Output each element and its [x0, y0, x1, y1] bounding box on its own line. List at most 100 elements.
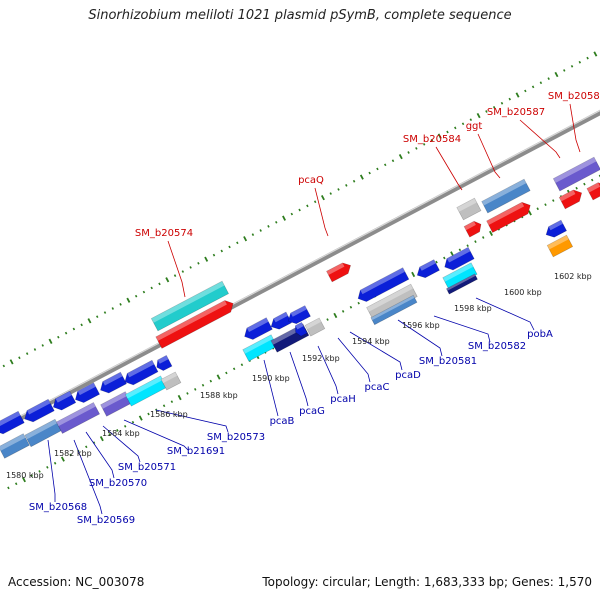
leader-line — [289, 351, 309, 407]
major-tick — [177, 394, 182, 401]
kbp-label: 1596 kbp — [402, 321, 440, 330]
gene-grey-rev — [160, 371, 182, 391]
minor-tick — [69, 453, 72, 457]
minor-tick — [228, 245, 231, 249]
minor-tick — [508, 97, 511, 101]
minor-tick — [259, 229, 262, 232]
minor-tick — [290, 212, 294, 216]
minor-tick — [552, 199, 555, 202]
gene-sm-b20582-shade — [366, 284, 414, 312]
minor-tick — [485, 110, 488, 113]
gene-pobA-c-shade — [446, 273, 476, 291]
gene-label: SM_b20582 — [468, 341, 526, 352]
minor-tick — [197, 261, 200, 265]
minor-tick — [170, 400, 174, 404]
gene-sm-b20574 — [155, 300, 234, 349]
minor-tick — [454, 126, 457, 130]
leader-line — [317, 345, 339, 395]
gene-label: SM_b20581 — [419, 356, 477, 367]
minor-tick — [376, 167, 379, 171]
gene-sm-b20570-a-shade — [55, 391, 72, 403]
gene-label: pobA — [527, 329, 553, 340]
minor-tick — [33, 348, 37, 351]
gene-pobA-b-shade — [442, 262, 474, 282]
gene-blue-596-shade — [419, 259, 436, 271]
gene-ggt-shade — [486, 202, 525, 225]
gene-grey-rev-shade — [161, 372, 178, 384]
major-tick — [489, 230, 493, 237]
leader-line — [349, 331, 403, 371]
gene-blue-small — [156, 354, 173, 371]
gene-aqua-rev-shade — [125, 375, 163, 399]
minor-tick — [407, 151, 410, 154]
minor-tick — [306, 204, 309, 208]
gene-pcaq — [326, 262, 351, 283]
minor-tick — [492, 106, 496, 109]
minor-tick — [570, 64, 574, 68]
minor-tick — [46, 465, 49, 469]
major-tick — [216, 374, 221, 380]
minor-tick — [142, 290, 146, 294]
minor-tick — [189, 266, 192, 269]
minor-tick — [391, 159, 395, 163]
leader-line — [475, 297, 535, 331]
leader-line — [155, 409, 229, 433]
minor-tick — [103, 311, 107, 314]
major-tick — [333, 312, 338, 319]
minor-tick — [384, 163, 387, 167]
minor-tick — [232, 367, 236, 371]
minor-tick — [2, 364, 6, 368]
gene-label: pcaC — [365, 382, 390, 393]
minor-tick — [92, 441, 96, 445]
gene-label: ggt — [466, 121, 483, 132]
gene-sm-b20587 — [552, 156, 600, 192]
major-tick — [22, 477, 26, 483]
minor-tick — [150, 286, 153, 290]
gene-sm-b20584-shade — [464, 221, 476, 231]
minor-tick — [96, 315, 99, 319]
gene-pcag — [270, 311, 293, 330]
major-tick — [398, 153, 403, 160]
gene-layer — [0, 156, 600, 459]
gene-orange — [546, 234, 574, 258]
gene-blue-edge-shade — [0, 411, 21, 427]
gene-label: SM_b20571 — [118, 462, 176, 473]
minor-tick — [415, 147, 418, 150]
gene-sm-b20588 — [558, 189, 583, 210]
gene-blue-596 — [416, 259, 440, 279]
gene-label: SM_b20588 — [548, 91, 600, 102]
major-tick — [243, 236, 248, 242]
major-tick — [282, 215, 286, 221]
leader-line — [314, 187, 329, 237]
minor-tick — [194, 388, 197, 391]
minor-tick — [80, 323, 83, 327]
summary-text: Topology: circular; Length: 1,683,333 bp… — [262, 575, 592, 589]
kbp-label: 1602 kbp — [554, 272, 592, 281]
leader-line — [102, 425, 141, 463]
minor-tick — [536, 207, 539, 211]
minor-tick — [341, 310, 345, 313]
gene-pcac-shade — [290, 305, 307, 317]
gene-label: SM_b20569 — [77, 515, 135, 526]
minor-tick — [326, 318, 329, 321]
kbp-label: 1590 kbp — [252, 374, 290, 383]
minor-tick — [162, 404, 166, 408]
backbone-layer — [0, 109, 600, 432]
minor-tick — [586, 56, 589, 60]
major-tick — [9, 359, 14, 365]
gene-label: SM_b20587 — [487, 107, 545, 118]
minor-tick — [578, 60, 582, 64]
minor-tick — [240, 363, 244, 367]
minor-tick — [64, 331, 68, 335]
minor-tick — [500, 101, 504, 105]
minor-tick — [236, 241, 239, 245]
major-tick — [165, 277, 170, 283]
gene-red-edge-shade — [586, 182, 600, 193]
backbone-highlight — [0, 109, 600, 428]
gene-blue-small-shade — [157, 355, 169, 364]
gene-label: pcaB — [270, 416, 295, 427]
minor-tick — [158, 282, 161, 286]
minor-tick — [524, 89, 527, 93]
minor-tick — [30, 474, 33, 477]
gene-sm-b20571-shade — [56, 402, 96, 427]
